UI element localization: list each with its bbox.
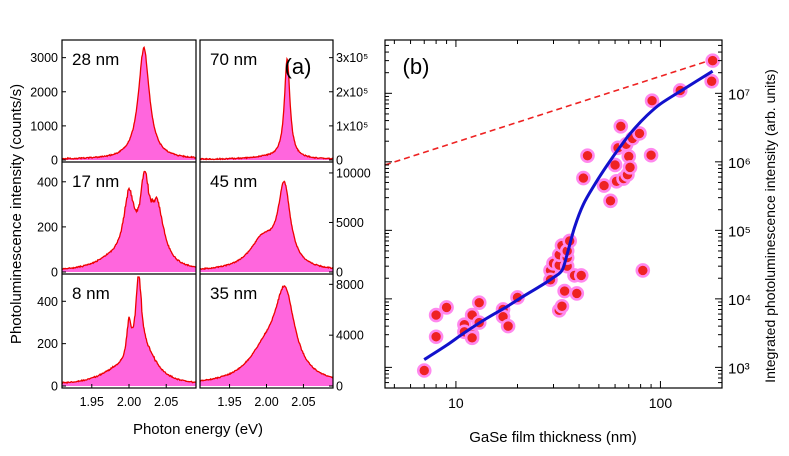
- data-point: [439, 300, 454, 315]
- dashed-trend-line: [385, 57, 716, 166]
- spectrum-label: 17 nm: [72, 172, 119, 191]
- y-tick-label-b: 10⁶: [728, 155, 751, 172]
- x-tick-label: 2.00: [254, 395, 278, 409]
- y-tick-label: 0: [51, 266, 58, 280]
- spectrum-fill-45nm: [200, 181, 333, 272]
- y-tick-label: 0: [51, 154, 58, 168]
- y-tick-label: 10000: [336, 166, 371, 180]
- data-point: [576, 170, 591, 186]
- data-point: [635, 263, 651, 278]
- data-point: [704, 73, 719, 89]
- x-tick-label: 2.00: [117, 395, 141, 409]
- data-point: [428, 329, 444, 345]
- y-tick-label: 400: [37, 295, 58, 309]
- data-point: [622, 160, 638, 175]
- data-point: [603, 193, 618, 209]
- y-tick-label: 200: [37, 337, 58, 351]
- spectrum-fill-8nm: [62, 277, 196, 386]
- data-point: [573, 268, 589, 283]
- panel-label-b: (b): [403, 54, 430, 79]
- panel-b: 10 100 10³ 10⁴ 10⁵ 10⁶ 10⁷ (b) GaSe film thickne…: [384, 39, 778, 446]
- y-axis-label-a: Photoluminescence intensity (counts/s): [8, 84, 25, 344]
- x-tick-label-b: 10: [448, 395, 464, 411]
- spectrum-fill-17nm: [62, 171, 196, 272]
- spectrum-label: 45 nm: [210, 172, 257, 191]
- data-point: [471, 295, 487, 310]
- data-point: [632, 126, 647, 141]
- x-tick-label: 1.95: [217, 395, 241, 409]
- fit-curve: [423, 69, 714, 361]
- x-axis-label-a: Photon energy (eV): [133, 421, 263, 438]
- y-tick-label-b: 10⁷: [728, 86, 750, 103]
- y-tick-label-b: 10³: [728, 360, 750, 377]
- data-point: [554, 298, 570, 314]
- spectrum-fill-35nm: [200, 285, 333, 386]
- spectrum-line-45nm: [199, 180, 334, 270]
- spectrum-line-35nm: [199, 285, 334, 382]
- y-tick-label: 1x10⁵: [336, 119, 368, 133]
- y-tick-label: 1000: [30, 119, 58, 133]
- spectrum-line-28nm: [61, 46, 197, 161]
- y-tick-label: 0: [336, 154, 343, 168]
- y-tick-label: 200: [37, 220, 58, 234]
- data-point: [643, 147, 659, 163]
- data-point: [705, 53, 720, 68]
- y-tick-label: 0: [51, 380, 58, 394]
- spectrum-label: 35 nm: [210, 284, 257, 303]
- spectrum-label: 70 nm: [210, 50, 257, 69]
- data-point: [464, 330, 480, 346]
- y-tick-label: 400: [37, 175, 58, 189]
- x-axis-label-b: GaSe film thickness (nm): [469, 429, 637, 446]
- spectrum-line-17nm: [61, 170, 197, 270]
- y-tick-label: 2000: [30, 85, 58, 99]
- data-point: [596, 178, 612, 193]
- data-point: [428, 307, 444, 323]
- x-tick-label: 2.05: [154, 395, 178, 409]
- x-tick-label: 2.05: [291, 395, 315, 409]
- x-tick-label-b: 100: [649, 395, 673, 411]
- y-tick-label: 5000: [336, 216, 364, 230]
- data-point: [613, 119, 629, 134]
- y-tick-label: 8000: [336, 278, 364, 292]
- spectrum-label: 8 nm: [72, 284, 110, 303]
- data-point: [557, 283, 572, 299]
- y-tick-label: 0: [336, 266, 343, 280]
- y-tick-label: 2x10⁵: [336, 85, 368, 99]
- data-point: [569, 286, 585, 301]
- spectrum-fill-70nm: [200, 59, 333, 160]
- data-point: [416, 363, 432, 378]
- spectrum-line-70nm: [199, 56, 334, 161]
- x-tick-label: 1.95: [80, 395, 104, 409]
- panel-label-a: (a): [285, 54, 312, 79]
- spectrum-label: 28 nm: [72, 50, 119, 69]
- y-tick-label: 0: [336, 380, 343, 394]
- data-point: [580, 148, 595, 163]
- y-tick-label: 3000: [30, 51, 58, 65]
- y-tick-label: 4000: [336, 329, 364, 343]
- data-point: [500, 318, 516, 334]
- spectrum-line-8nm: [61, 276, 197, 385]
- y-tick-label: 3x10⁵: [336, 51, 368, 65]
- y-tick-label-b: 10⁴: [728, 292, 751, 309]
- data-point: [644, 93, 660, 109]
- y-tick-label-b: 10⁵: [728, 223, 751, 240]
- y-axis-label-b: Integrated photoluminescence intensity (…: [762, 69, 778, 383]
